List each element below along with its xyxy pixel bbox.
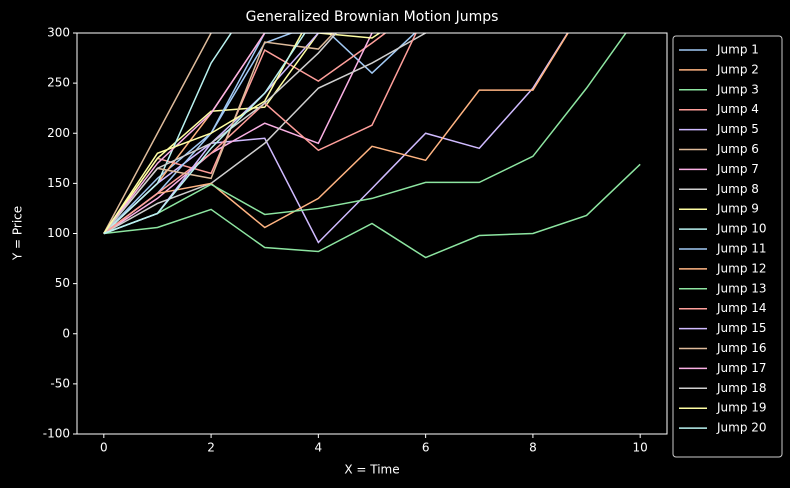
legend-label: Jump 18	[716, 381, 767, 395]
series-line	[103, 33, 374, 235]
legend-label: Jump 3	[716, 82, 759, 96]
legend-label: Jump 14	[716, 301, 767, 315]
series-line	[103, 33, 213, 234]
series-line	[103, 33, 233, 235]
series-line	[103, 33, 320, 235]
legend-label: Jump 5	[716, 122, 759, 136]
y-tick-label: 0	[62, 326, 70, 340]
x-axis-label: X = Time	[344, 463, 399, 477]
x-tick-label: 10	[633, 441, 648, 455]
y-tick-label: 100	[47, 226, 70, 240]
series-line	[103, 33, 266, 235]
series-line	[103, 33, 382, 234]
series-line	[103, 33, 338, 234]
y-tick-label: 300	[47, 26, 70, 40]
legend-label: Jump 2	[716, 62, 759, 76]
legend-label: Jump 10	[716, 222, 767, 236]
series-line	[103, 33, 428, 235]
y-tick-label: 250	[47, 76, 70, 90]
legend-label: Jump 13	[716, 281, 767, 295]
series-line	[103, 33, 303, 234]
legend-label: Jump 4	[716, 102, 759, 116]
legend-label: Jump 7	[716, 162, 759, 176]
series-line	[103, 33, 417, 235]
series-line	[103, 33, 320, 235]
y-tick-label: 200	[47, 126, 70, 140]
plot-frame	[76, 32, 668, 435]
legend-label: Jump 9	[716, 202, 759, 216]
legend-label: Jump 6	[716, 142, 759, 156]
x-tick-label: 4	[315, 441, 323, 455]
x-tick-label: 8	[529, 441, 537, 455]
series-line	[103, 163, 641, 259]
plot-lines	[103, 33, 641, 259]
x-tick-label: 0	[100, 441, 108, 455]
y-tick-label: 150	[47, 176, 70, 190]
x-tick-label: 6	[422, 441, 430, 455]
y-tick-label: 50	[55, 276, 70, 290]
legend-label: Jump 20	[716, 421, 767, 435]
series-line	[103, 33, 335, 234]
series-line	[103, 33, 306, 235]
chart-title: Generalized Brownian Motion Jumps	[246, 9, 499, 25]
series-line	[103, 33, 627, 235]
y-tick-label: -100	[43, 427, 70, 441]
x-tick-label: 2	[207, 441, 215, 455]
legend-label: Jump 19	[716, 401, 767, 415]
series-line	[103, 33, 267, 234]
legend-label: Jump 8	[716, 182, 759, 196]
legend-label: Jump 16	[716, 341, 767, 355]
y-tick-label: -50	[50, 376, 70, 390]
y-axis-label: Y = Price	[11, 206, 25, 261]
legend-label: Jump 11	[716, 242, 767, 256]
series-line	[103, 33, 569, 235]
legend-label: Jump 17	[716, 361, 767, 375]
legend-label: Jump 12	[716, 261, 767, 275]
legend-box	[672, 35, 783, 458]
legend-label: Jump 15	[716, 321, 767, 335]
legend-label: Jump 1	[716, 43, 759, 57]
